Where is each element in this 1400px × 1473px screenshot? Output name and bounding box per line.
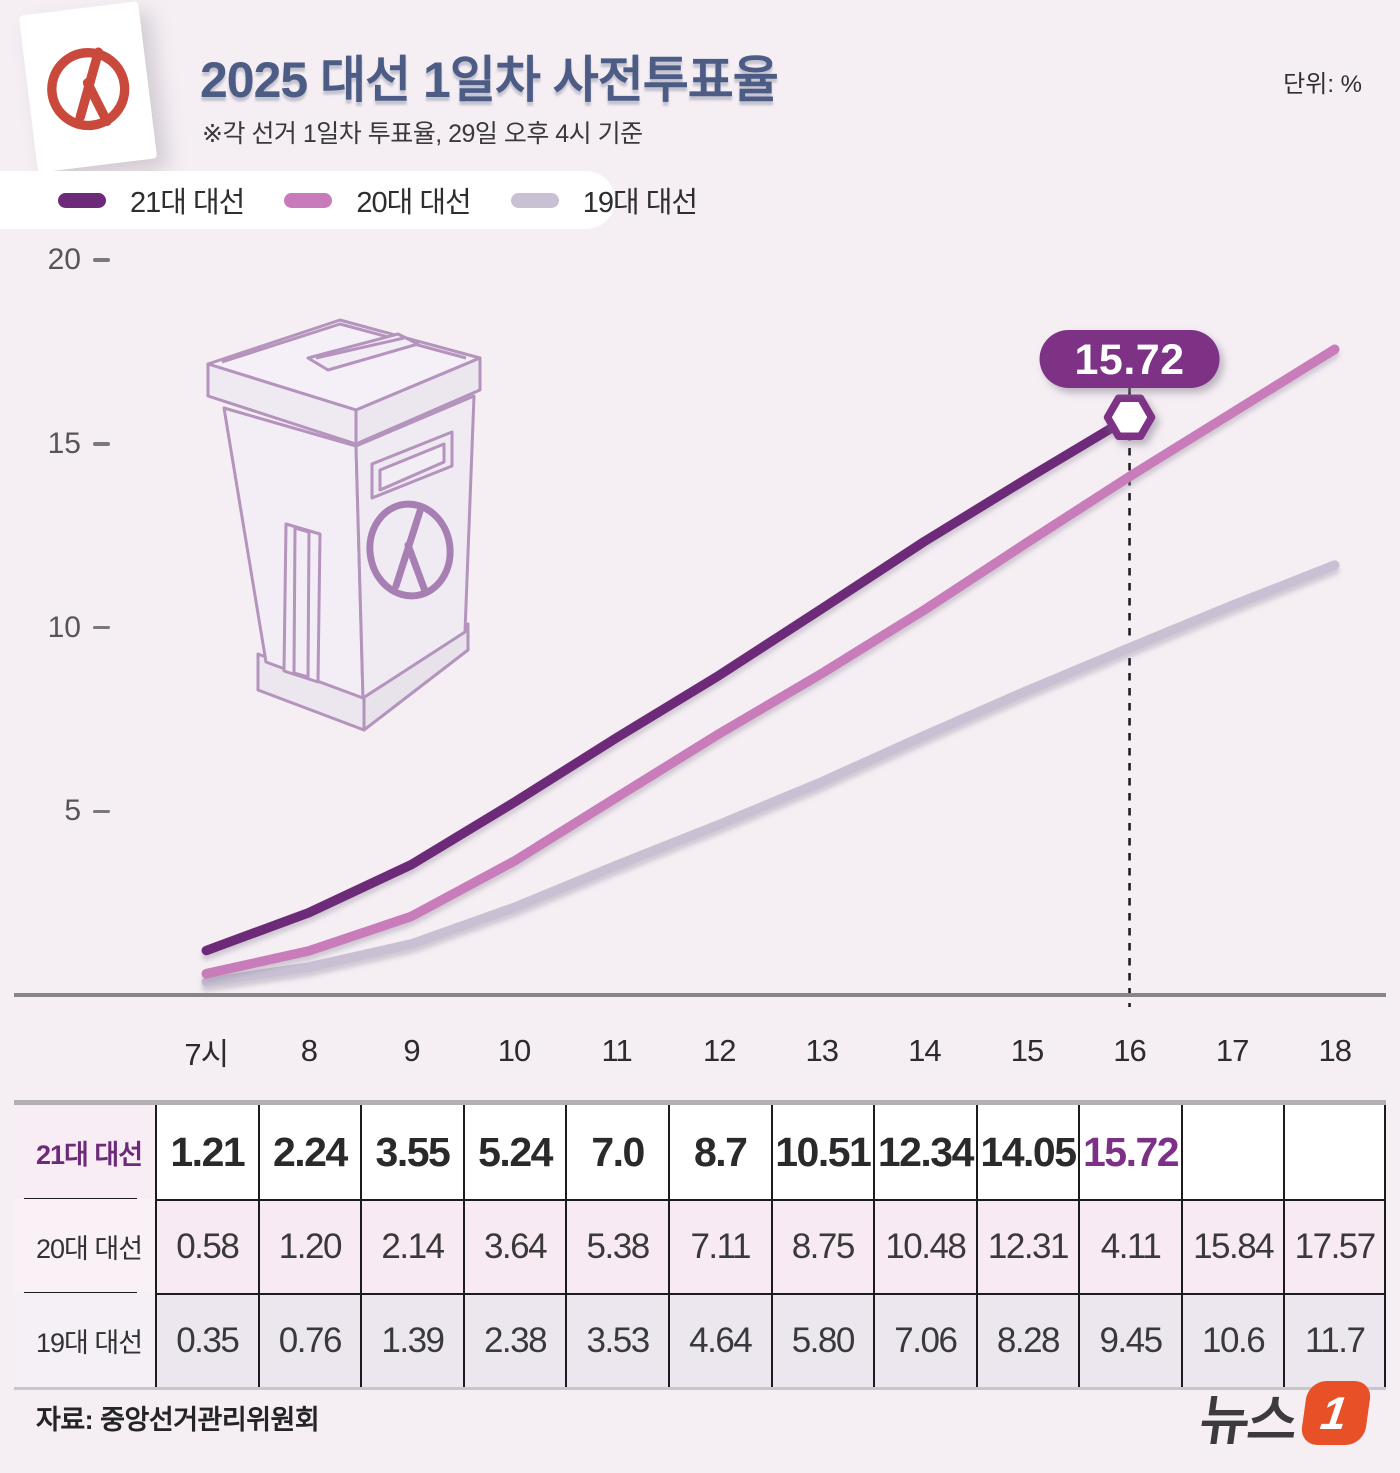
- x-tick-16: 16: [1113, 1033, 1146, 1068]
- callout-value: 15.72: [1074, 336, 1184, 384]
- x-tick-14: 14: [908, 1033, 941, 1068]
- table-cell: 17.57: [1283, 1199, 1386, 1293]
- table-row-label: 20대 대선: [14, 1199, 155, 1295]
- y-tick-label: 15: [47, 426, 81, 460]
- table-cell: 9.45: [1078, 1293, 1181, 1387]
- unit-label: 단위: %: [1283, 71, 1362, 98]
- news1-logo-one-box: 1: [1299, 1380, 1373, 1445]
- table-row-label: 21대 대선: [14, 1105, 155, 1201]
- legend-item-20대 대선: 20대 대선: [284, 179, 472, 221]
- table-cell: 3.64: [462, 1199, 566, 1293]
- table-cell: 7.11: [667, 1199, 771, 1293]
- table-cell: 1.21: [155, 1105, 258, 1199]
- table-cell: 7.06: [873, 1293, 976, 1387]
- y-tick-mark: [93, 258, 110, 262]
- table-cell: 0.35: [155, 1293, 258, 1387]
- table-cell: 4.11: [1078, 1199, 1181, 1293]
- y-tick-label: 20: [47, 243, 81, 276]
- table-cell: 8.75: [770, 1199, 874, 1293]
- table-row-label: 19대 대선: [14, 1293, 155, 1387]
- legend-label: 21대 대선: [130, 187, 245, 219]
- table-cell: 5.38: [565, 1199, 668, 1293]
- table-cell: 10.48: [873, 1199, 976, 1293]
- x-tick-13: 13: [805, 1033, 839, 1068]
- table-cell: 8.7: [667, 1105, 771, 1199]
- table-cell: 0.58: [155, 1199, 258, 1293]
- line-chart: 15.72: [14, 330, 1386, 1007]
- series-line-20대 대선: [201, 344, 1340, 979]
- table-cell: 3.53: [565, 1293, 668, 1387]
- table-cell: 12.31: [975, 1199, 1079, 1293]
- x-tick-15: 15: [1010, 1033, 1044, 1068]
- table-cell: 12.34: [873, 1105, 976, 1199]
- table-cell: [1180, 1105, 1284, 1199]
- table-cell: [1283, 1105, 1386, 1199]
- source-credit: 자료: 중앙선거관리위원회: [36, 1405, 320, 1435]
- y-tick-mark: [93, 442, 110, 446]
- y-tick-20: 20: [18, 240, 110, 280]
- table-cell: 2.38: [462, 1293, 566, 1387]
- table-cell: 1.20: [257, 1199, 361, 1293]
- news1-logo-text: 뉴스: [1195, 1391, 1300, 1451]
- table-cell: 15.84: [1180, 1199, 1284, 1293]
- x-axis: 7시 8 9 10 11 12 13 14 15 16 17 18: [14, 1022, 1386, 1080]
- table-cell: 3.55: [360, 1105, 463, 1199]
- table-cell: 0.76: [257, 1293, 361, 1387]
- ballot-box-illustration: [206, 318, 482, 732]
- x-tick-10: 10: [497, 1033, 531, 1068]
- y-tick-mark: [93, 625, 110, 630]
- legend-item-19대 대선: 19대 대선: [510, 179, 698, 221]
- table-cell: 5.24: [462, 1105, 566, 1199]
- data-table: 21대 대선 1.21 2.24 3.55 5.24 7.0 8.7 10.51 12.34 14…: [14, 1100, 1386, 1390]
- table-cell: 11.7: [1283, 1293, 1386, 1387]
- table-cell: 14.05: [975, 1105, 1079, 1199]
- y-tick-label: 5: [64, 794, 81, 828]
- news1-logo: 뉴스 1: [1196, 1376, 1373, 1455]
- page-subtitle: ※각 선거 1일차 투표율, 29일 오후 4시 기준: [202, 120, 643, 148]
- table-cell: 15.72: [1078, 1105, 1181, 1199]
- y-tick-label: 10: [47, 610, 81, 644]
- table-cell: 2.14: [360, 1199, 463, 1293]
- chart-legend: 21대 대선 20대 대선 19대 대선: [0, 171, 698, 229]
- x-tick-8: 8: [300, 1033, 318, 1068]
- y-tick-mark: [93, 809, 110, 813]
- y-tick-10: 10: [18, 608, 110, 648]
- series-line-19대 대선: [201, 560, 1340, 987]
- table-cell: 7.0: [565, 1105, 668, 1199]
- table-cell: 2.24: [257, 1105, 361, 1199]
- x-tick-17: 17: [1215, 1033, 1249, 1068]
- voting-stamp-icon: [47, 47, 130, 131]
- voting-stamp-logo: [18, 1, 158, 173]
- table-cell: 5.80: [770, 1293, 874, 1387]
- table-cell: 10.51: [770, 1105, 874, 1199]
- y-tick-5: 5: [18, 791, 110, 831]
- x-tick-7시: 7시: [184, 1036, 229, 1072]
- legend-item-21대 대선: 21대 대선: [58, 179, 245, 221]
- x-tick-9: 9: [403, 1033, 420, 1068]
- legend-label: 19대 대선: [582, 187, 698, 219]
- page-title: 2025 대선 1일차 사전투표율: [200, 52, 779, 108]
- y-tick-15: 15: [18, 424, 110, 464]
- legend-swatch: [284, 192, 333, 208]
- data-point-marker: [1103, 394, 1156, 441]
- series-line-21대 대선: [201, 412, 1135, 956]
- x-tick-12: 12: [702, 1033, 736, 1068]
- legend-label: 20대 대선: [356, 187, 471, 219]
- table-cell: 4.64: [667, 1293, 771, 1387]
- table-cell: 1.39: [360, 1293, 463, 1387]
- x-tick-18: 18: [1318, 1033, 1351, 1068]
- table-cell: 8.28: [975, 1293, 1079, 1387]
- news1-logo-one: 1: [1317, 1386, 1351, 1439]
- callout-pill: [1039, 330, 1220, 388]
- table-cell: 10.6: [1180, 1293, 1284, 1387]
- x-tick-11: 11: [601, 1033, 633, 1068]
- legend-swatch: [58, 192, 106, 208]
- legend-swatch: [510, 192, 559, 208]
